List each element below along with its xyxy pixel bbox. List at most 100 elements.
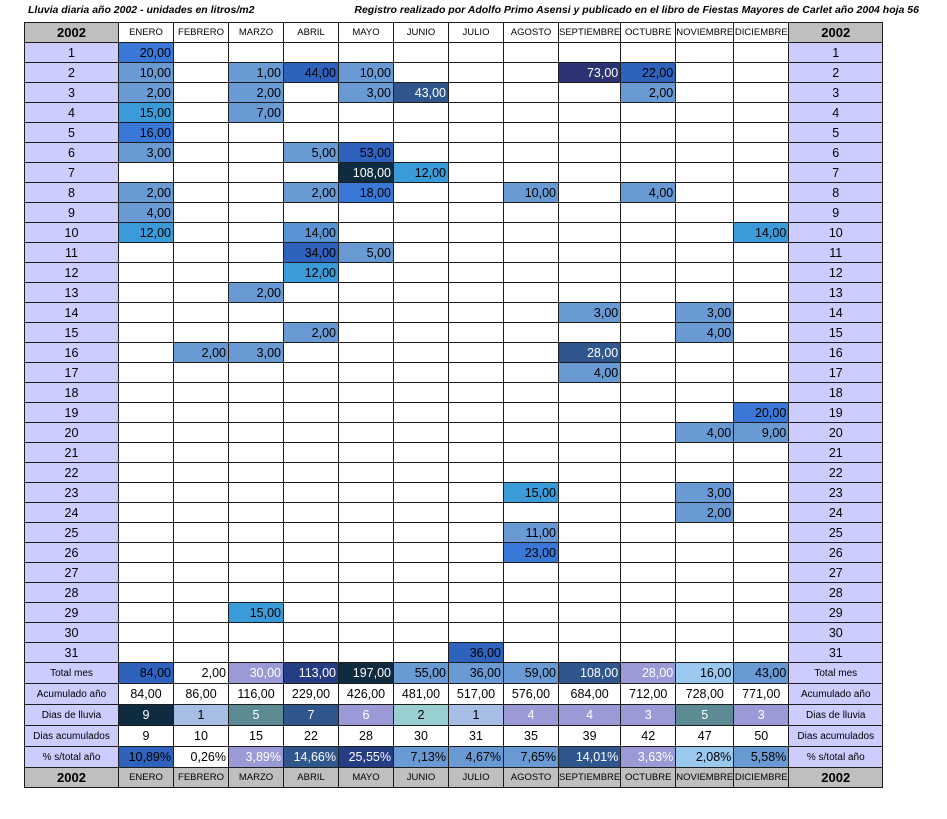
rain-cell <box>118 442 174 463</box>
rain-cell <box>448 162 504 183</box>
rain-cell <box>118 402 174 423</box>
rain-cell <box>393 642 449 663</box>
rain-cell <box>173 522 229 543</box>
rain-cell <box>173 302 229 323</box>
day-row: 5 16,00 5 <box>24 122 884 143</box>
rain-cell <box>503 402 559 423</box>
month-header: ENERO <box>118 767 174 788</box>
day-number: 17 <box>788 362 884 383</box>
day-row: 23 15,00 3,00 23 <box>24 482 884 503</box>
accumulated-days-value: 47 <box>675 725 735 747</box>
rain-cell <box>173 162 229 183</box>
rain-days-value: 5 <box>228 704 284 726</box>
month-header: DICIEMBRE <box>733 22 790 43</box>
rain-cell <box>620 142 677 163</box>
rain-cell <box>283 342 339 363</box>
rain-cell <box>733 362 790 383</box>
rain-cell <box>733 202 790 223</box>
rain-cell <box>338 602 394 623</box>
rain-cell <box>228 502 284 523</box>
day-number: 2 <box>788 62 884 83</box>
total-month-value: 28,00 <box>620 662 677 684</box>
rain-cell <box>620 362 677 383</box>
rain-cell <box>620 402 677 423</box>
rain-cell: 36,00 <box>448 642 504 663</box>
rain-cell: 2,00 <box>118 82 174 103</box>
rain-cell <box>173 562 229 583</box>
day-number: 5 <box>788 122 884 143</box>
rain-cell <box>675 342 735 363</box>
rain-cell <box>620 302 677 323</box>
day-row: 11 34,00 5,00 11 <box>24 242 884 263</box>
accumulated-days-value: 30 <box>393 725 449 747</box>
rain-cell <box>675 42 735 63</box>
rain-days-value: 4 <box>503 704 559 726</box>
rain-cell <box>448 222 504 243</box>
rain-cell <box>733 622 790 643</box>
rain-cell <box>557 122 622 143</box>
rain-cell: 10,00 <box>338 62 394 83</box>
rain-cell <box>557 202 622 223</box>
rain-cell <box>675 282 735 303</box>
rain-cell <box>675 402 735 423</box>
day-number: 27 <box>788 562 884 583</box>
rain-cell <box>393 302 449 323</box>
percent-year-value: 14,01% <box>557 746 622 768</box>
rain-cell <box>283 362 339 383</box>
rain-cell <box>675 362 735 383</box>
rain-cell <box>620 162 677 183</box>
rain-cell <box>620 262 677 283</box>
rain-cell <box>338 422 394 443</box>
rain-cell: 3,00 <box>228 342 284 363</box>
month-header: NOVIEMBRE <box>675 22 735 43</box>
day-row: 28 28 <box>24 582 884 603</box>
accumulated-days-value: 31 <box>448 725 504 747</box>
accumulated-year-value: 771,00 <box>733 683 790 705</box>
day-number: 23 <box>24 482 119 503</box>
rain-cell <box>393 362 449 383</box>
rain-cell <box>393 442 449 463</box>
rain-cell <box>503 602 559 623</box>
rain-cell <box>338 222 394 243</box>
day-number: 13 <box>788 282 884 303</box>
day-number: 2 <box>24 62 119 83</box>
day-row: 10 12,00 14,00 14,00 10 <box>24 222 884 243</box>
percent-year-value: 7,13% <box>393 746 449 768</box>
rain-days-value: 6 <box>338 704 394 726</box>
day-number: 26 <box>788 542 884 563</box>
rain-cell: 12,00 <box>118 222 174 243</box>
day-row: 17 4,00 17 <box>24 362 884 383</box>
rain-cell: 4,00 <box>620 182 677 203</box>
rain-cell <box>503 622 559 643</box>
rain-cell <box>283 602 339 623</box>
rain-cell <box>503 242 559 263</box>
rain-cell: 20,00 <box>733 402 790 423</box>
accumulated-days-label: Dias acumulados <box>24 725 119 747</box>
rain-cell <box>173 622 229 643</box>
rain-cell <box>733 282 790 303</box>
rain-cell <box>228 362 284 383</box>
rain-cell <box>620 502 677 523</box>
rain-cell <box>173 82 229 103</box>
rain-cell: 28,00 <box>557 342 622 363</box>
rain-days-value: 9 <box>118 704 174 726</box>
rain-cell <box>338 502 394 523</box>
day-number: 29 <box>24 602 119 623</box>
rain-cell <box>448 282 504 303</box>
rain-cell <box>620 522 677 543</box>
month-header: FEBRERO <box>173 767 229 788</box>
total-month-value: 108,00 <box>557 662 622 684</box>
rain-cell <box>620 382 677 403</box>
percent-year-value: 3,89% <box>228 746 284 768</box>
percent-year-value: 0,26% <box>173 746 229 768</box>
month-header: MAYO <box>338 22 394 43</box>
day-number: 8 <box>24 182 119 203</box>
rain-cell <box>733 562 790 583</box>
day-number: 31 <box>24 642 119 663</box>
accumulated-year-value: 426,00 <box>338 683 394 705</box>
rain-cell <box>173 582 229 603</box>
day-number: 14 <box>24 302 119 323</box>
rain-cell <box>733 482 790 503</box>
rain-cell <box>228 482 284 503</box>
rain-cell <box>118 462 174 483</box>
